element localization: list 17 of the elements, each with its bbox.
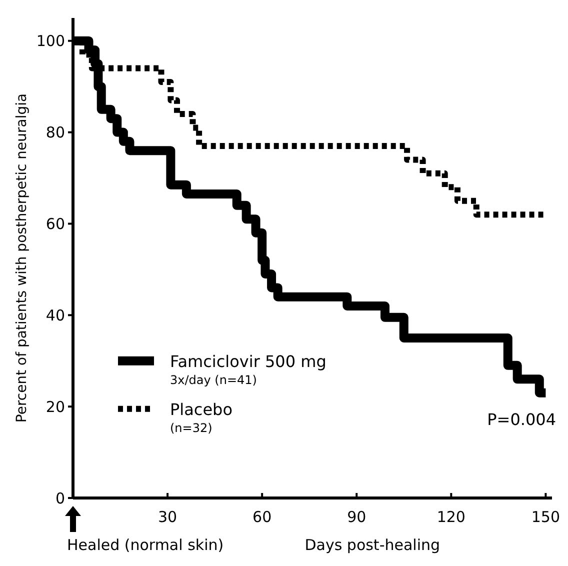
x-axis-title: Days post-healing <box>304 536 440 554</box>
y-tick-label: 80 <box>46 124 65 142</box>
x-tick-label: 150 <box>531 508 560 526</box>
y-axis-title: Percent of patients with postherpetic neuralgia <box>14 93 30 423</box>
legend-label: Famciclovir 500 mg 3x/day (n=41) <box>170 352 326 387</box>
x-tick-label: 120 <box>436 508 466 526</box>
x-tick-label: 60 <box>252 508 272 526</box>
annotation: P=0.004 <box>487 410 556 429</box>
y-tick-label: 60 <box>46 214 65 233</box>
text: Healed (normal skin) <box>67 536 224 554</box>
x-tick-label: 30 <box>158 508 178 526</box>
y-tick-label: 100 <box>36 32 65 50</box>
legend-label: Placebo (n=32) <box>170 400 232 435</box>
y-tick-label: 20 <box>46 398 65 416</box>
y-tick-label: 0 <box>55 489 65 508</box>
y-tick-label: 40 <box>46 306 65 324</box>
x-tick-label: 90 <box>347 508 366 526</box>
